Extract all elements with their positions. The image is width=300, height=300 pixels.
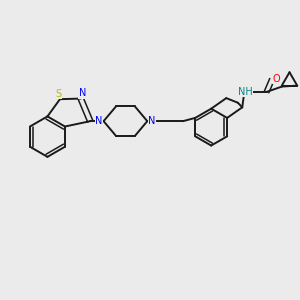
Text: NH: NH <box>238 87 253 97</box>
Text: S: S <box>56 89 62 99</box>
Text: N: N <box>95 116 103 126</box>
Text: N: N <box>79 88 86 98</box>
Text: O: O <box>272 74 280 84</box>
Text: N: N <box>148 116 156 126</box>
